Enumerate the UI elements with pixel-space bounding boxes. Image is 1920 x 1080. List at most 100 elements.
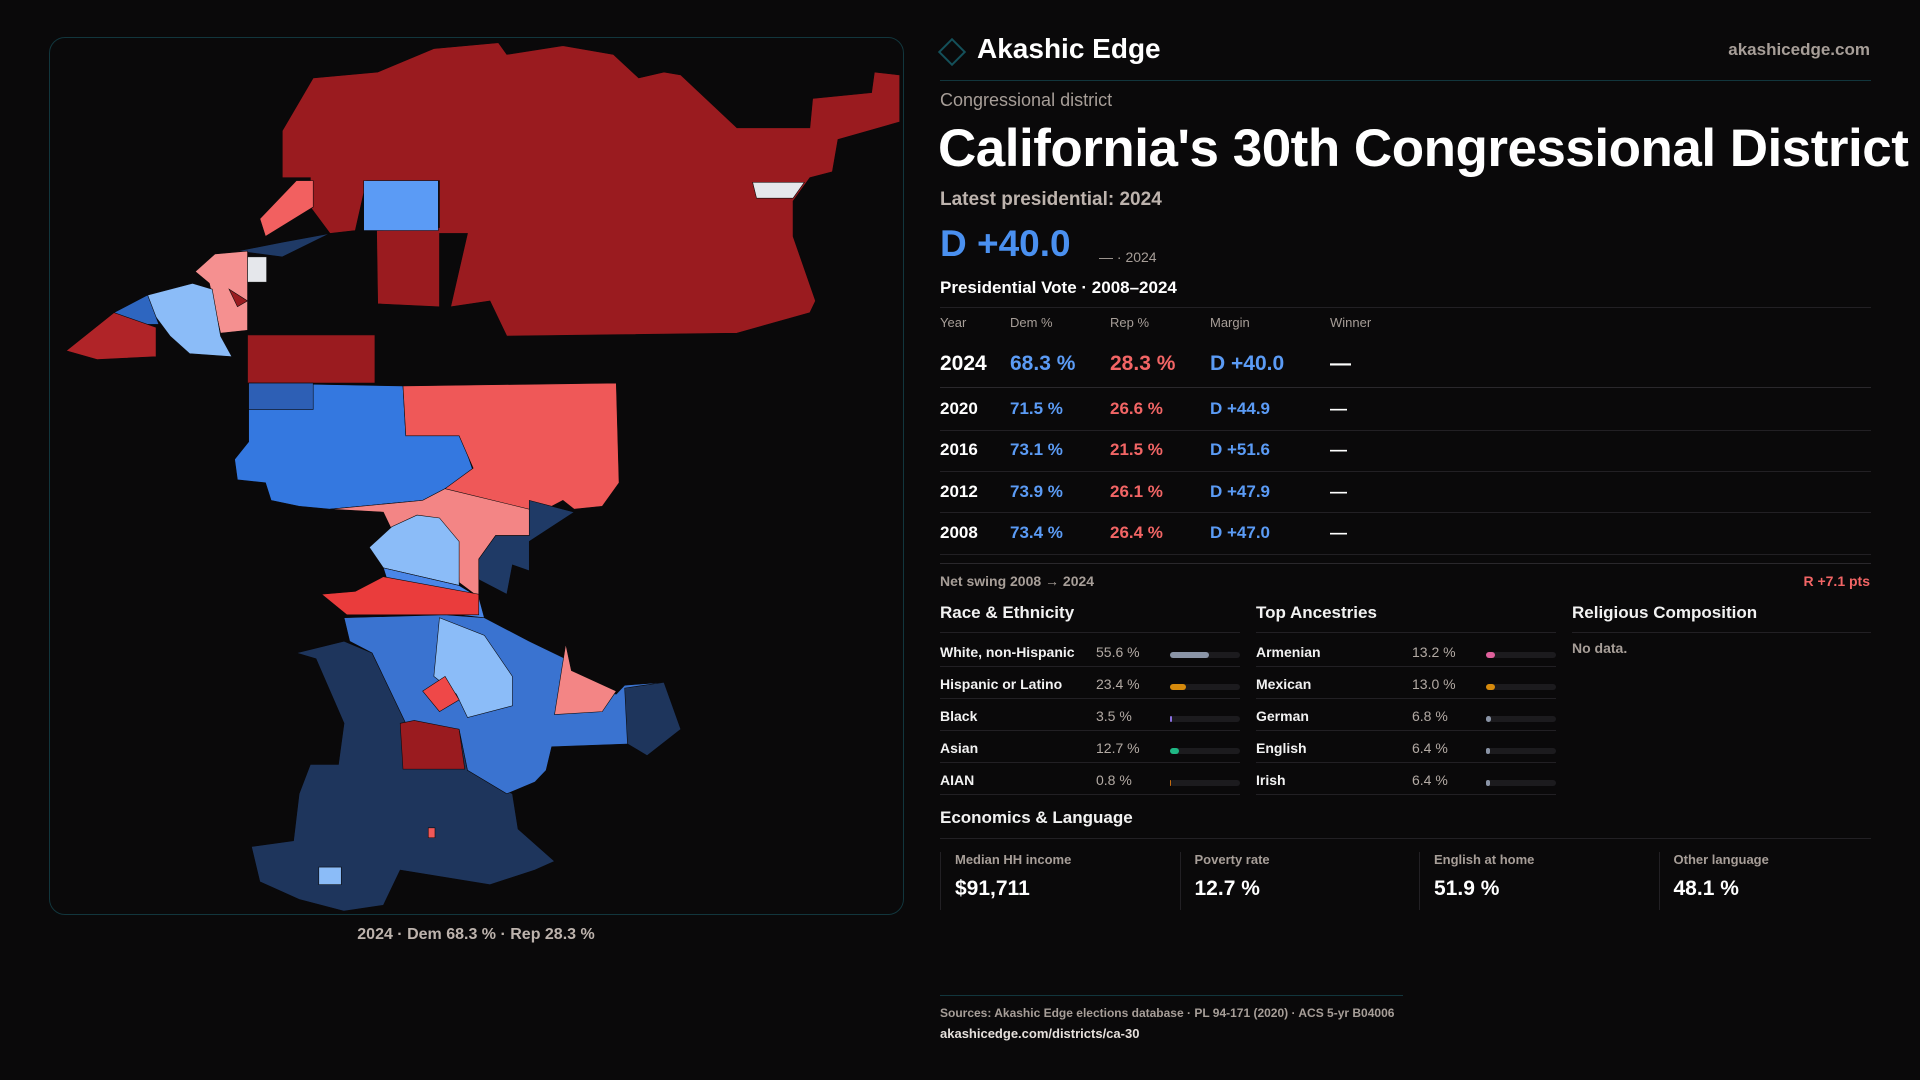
econ-stat-value: $91,711 — [955, 877, 1030, 900]
brand-name: Akashic Edge — [977, 33, 1161, 64]
precinct-dem — [248, 382, 314, 410]
precinct-dem-strong — [624, 681, 682, 756]
precinct-dem-lean — [318, 866, 342, 885]
cell-margin: D +51.6 — [1210, 440, 1271, 459]
cell-year: 2016 — [940, 440, 978, 459]
ancestry-bar — [1486, 780, 1556, 786]
ancestry-label: Mexican — [1256, 676, 1312, 692]
econ-stat: English at home 51.9 % — [1419, 852, 1534, 910]
ancestry-label: Armenian — [1256, 644, 1321, 660]
headline-sub: — · 2024 — [1099, 249, 1157, 265]
divider — [940, 307, 1871, 308]
col-winner: Winner — [1330, 315, 1372, 330]
cell-dem: 73.4 % — [1010, 523, 1063, 542]
presidential-title: Presidential Vote · 2008–2024 — [940, 278, 1177, 297]
precinct-dem-strong — [478, 500, 575, 595]
col-dem: Dem % — [1010, 315, 1053, 330]
precinct-map-svg[interactable] — [49, 37, 904, 915]
row-divider — [1256, 666, 1556, 667]
net-swing-label: Net swing 2008 → 2024 — [940, 573, 1095, 589]
precinct-rep — [427, 827, 436, 839]
race-bar — [1170, 780, 1240, 786]
ancestry-bar — [1486, 716, 1556, 722]
cell-rep: 28.3 % — [1110, 352, 1176, 375]
divider — [1572, 632, 1871, 633]
cell-winner: — — [1330, 482, 1347, 501]
race-value: 55.6 % — [1096, 644, 1140, 660]
cell-year: 2008 — [940, 523, 978, 542]
econ-stat-label: Other language — [1673, 852, 1769, 867]
row-divider — [940, 430, 1871, 431]
precinct-rep — [422, 676, 460, 712]
diamond-icon — [937, 37, 967, 67]
religion-empty: No data. — [1572, 640, 1628, 656]
race-bar-fill — [1170, 652, 1209, 658]
precinct-dem-strong — [237, 233, 331, 258]
cell-winner: — — [1330, 440, 1347, 459]
ancestry-label: Irish — [1256, 772, 1286, 788]
divider — [940, 563, 1871, 564]
ancestry-bar — [1486, 652, 1556, 658]
ancestry-bar-fill — [1486, 748, 1491, 754]
row-divider — [940, 794, 1240, 795]
cell-margin: D +47.9 — [1210, 482, 1271, 501]
precinct-rep-strong — [399, 720, 466, 770]
row-divider — [940, 698, 1240, 699]
footer-divider — [940, 995, 1403, 996]
cell-rep: 21.5 % — [1110, 440, 1163, 459]
econ-stat-label: English at home — [1434, 852, 1535, 867]
econ-stat-label: Median HH income — [955, 852, 1072, 867]
econ-stat-value: 48.1 % — [1673, 877, 1739, 900]
precinct-dem-lean — [433, 617, 513, 718]
precinct-dem — [363, 180, 439, 231]
divider — [940, 838, 1871, 839]
cell-dem: 71.5 % — [1010, 399, 1063, 418]
precinct-rep-strong — [282, 42, 900, 337]
cell-rep: 26.1 % — [1110, 482, 1163, 501]
ancestry-bar — [1486, 748, 1556, 754]
race-value: 0.8 % — [1096, 772, 1132, 788]
ancestry-bar-fill — [1486, 652, 1496, 658]
site-link[interactable]: akashicedge.com — [1728, 40, 1870, 59]
cell-winner: — — [1330, 399, 1347, 418]
district-url[interactable]: akashicedge.com/districts/ca-30 — [940, 1026, 1140, 1041]
net-swing-value: R +7.1 pts — [1803, 573, 1870, 589]
econ-stat: Poverty rate 12.7 % — [1179, 852, 1270, 910]
race-label: White, non-Hispanic — [940, 644, 1075, 660]
race-bar — [1170, 652, 1240, 658]
race-title: Race & Ethnicity — [940, 603, 1075, 622]
cell-winner: — — [1330, 523, 1347, 542]
econ-stat-value: 51.9 % — [1434, 877, 1500, 900]
economics-title: Economics & Language — [940, 808, 1133, 827]
cell-rep: 26.4 % — [1110, 523, 1163, 542]
race-label: Hispanic or Latino — [940, 676, 1063, 692]
ancestry-bar — [1486, 684, 1556, 690]
religion-title: Religious Composition — [1572, 603, 1758, 622]
econ-stat-value: 12.7 % — [1194, 877, 1260, 900]
row-divider — [940, 730, 1240, 731]
ancestry-label: English — [1256, 740, 1307, 756]
cell-year: 2012 — [940, 482, 978, 501]
ancestry-value: 6.4 % — [1412, 772, 1448, 788]
precinct-dem-lean — [147, 282, 233, 357]
row-divider — [1256, 698, 1556, 699]
district-map[interactable] — [49, 37, 904, 915]
cell-year: 2024 — [940, 352, 987, 375]
row-divider — [1256, 762, 1556, 763]
precinct-no-data — [247, 256, 267, 283]
row-divider — [940, 471, 1871, 472]
ancestry-value: 6.8 % — [1412, 708, 1448, 724]
row-divider — [1256, 730, 1556, 731]
precinct-rep-lean — [194, 250, 248, 334]
cell-margin: D +44.9 — [1210, 399, 1271, 418]
precinct-rep-strong — [228, 288, 249, 308]
econ-stat: Median HH income $91,711 — [940, 852, 1071, 910]
race-bar — [1170, 748, 1240, 754]
race-label: AIAN — [940, 772, 975, 788]
cell-winner: — — [1330, 352, 1351, 375]
map-caption: 2024 · Dem 68.3 % · Rep 28.3 % — [357, 926, 595, 943]
ancestry-value: 13.2 % — [1412, 644, 1456, 660]
race-value: 3.5 % — [1096, 708, 1132, 724]
econ-stat-label: Poverty rate — [1194, 852, 1270, 867]
cell-year: 2020 — [940, 399, 978, 418]
